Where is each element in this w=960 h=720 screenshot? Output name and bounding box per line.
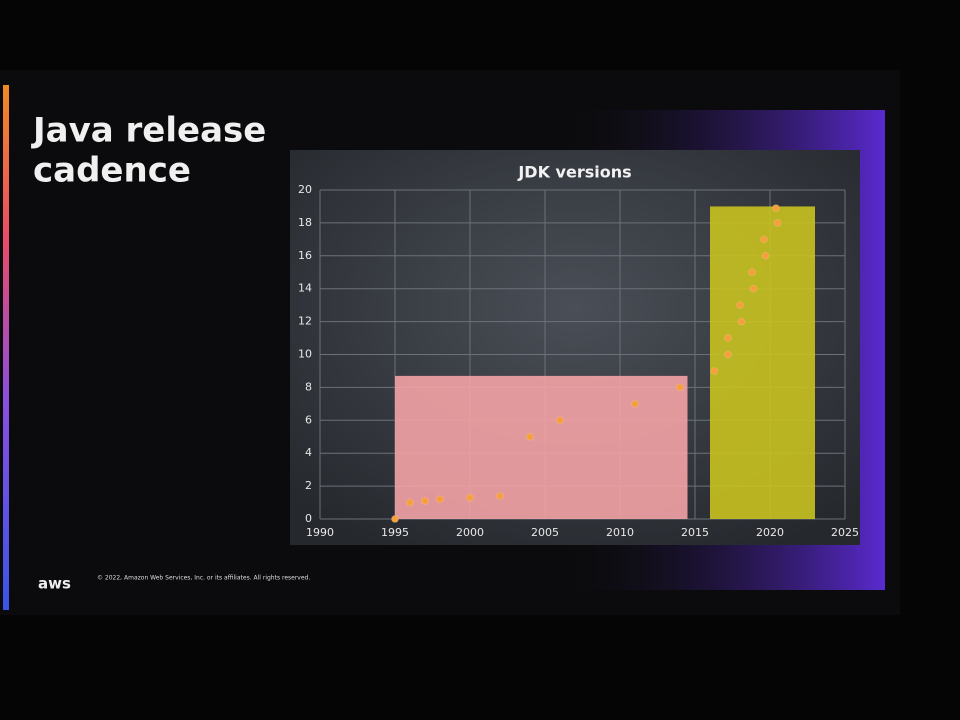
data-point	[436, 495, 444, 504]
data-point	[760, 235, 768, 244]
y-tick-label: 6	[305, 413, 312, 426]
data-point	[406, 498, 414, 507]
data-point	[724, 334, 732, 343]
data-point	[710, 366, 719, 375]
y-tick-label: 14	[298, 282, 312, 295]
slide-title: cadence	[33, 151, 191, 191]
data-point	[556, 416, 564, 425]
highlight-region	[710, 206, 815, 519]
y-tick-label: 2	[305, 479, 312, 492]
x-tick-label: 2025	[831, 526, 859, 539]
data-point	[391, 515, 399, 523]
x-tick-label: 2015	[681, 526, 709, 539]
data-point	[421, 496, 429, 505]
chart-title: JDK versions	[517, 163, 631, 182]
data-point	[676, 383, 684, 392]
logo: aws	[38, 575, 71, 593]
y-tick-label: 8	[305, 380, 312, 393]
data-point	[749, 284, 758, 293]
y-tick-label: 16	[298, 249, 312, 262]
data-point	[466, 493, 474, 502]
y-tick-label: 20	[298, 183, 312, 196]
data-point	[772, 204, 780, 213]
accent-bar	[3, 85, 9, 610]
footer: © 2022, Amazon Web Services, Inc. or its…	[97, 575, 310, 582]
data-point	[761, 251, 770, 260]
data-point	[748, 268, 756, 277]
data-point	[724, 350, 732, 359]
x-tick-label: 1995	[381, 526, 409, 539]
x-tick-label: 2005	[531, 526, 559, 539]
slide-title: Java release	[31, 111, 266, 151]
data-point	[736, 301, 744, 310]
x-tick-label: 2010	[606, 526, 634, 539]
y-tick-label: 10	[298, 348, 312, 361]
data-point	[737, 317, 746, 326]
x-tick-label: 2000	[456, 526, 484, 539]
data-point	[631, 399, 639, 408]
data-point	[773, 218, 782, 227]
y-tick-label: 4	[305, 446, 312, 459]
y-tick-label: 0	[305, 512, 312, 525]
x-tick-label: 2020	[756, 526, 784, 539]
y-tick-label: 12	[298, 315, 312, 328]
x-tick-label: 1990	[306, 526, 334, 539]
y-tick-label: 18	[298, 216, 312, 229]
data-point	[526, 432, 534, 441]
highlight-region	[395, 375, 688, 519]
data-point	[496, 491, 504, 500]
